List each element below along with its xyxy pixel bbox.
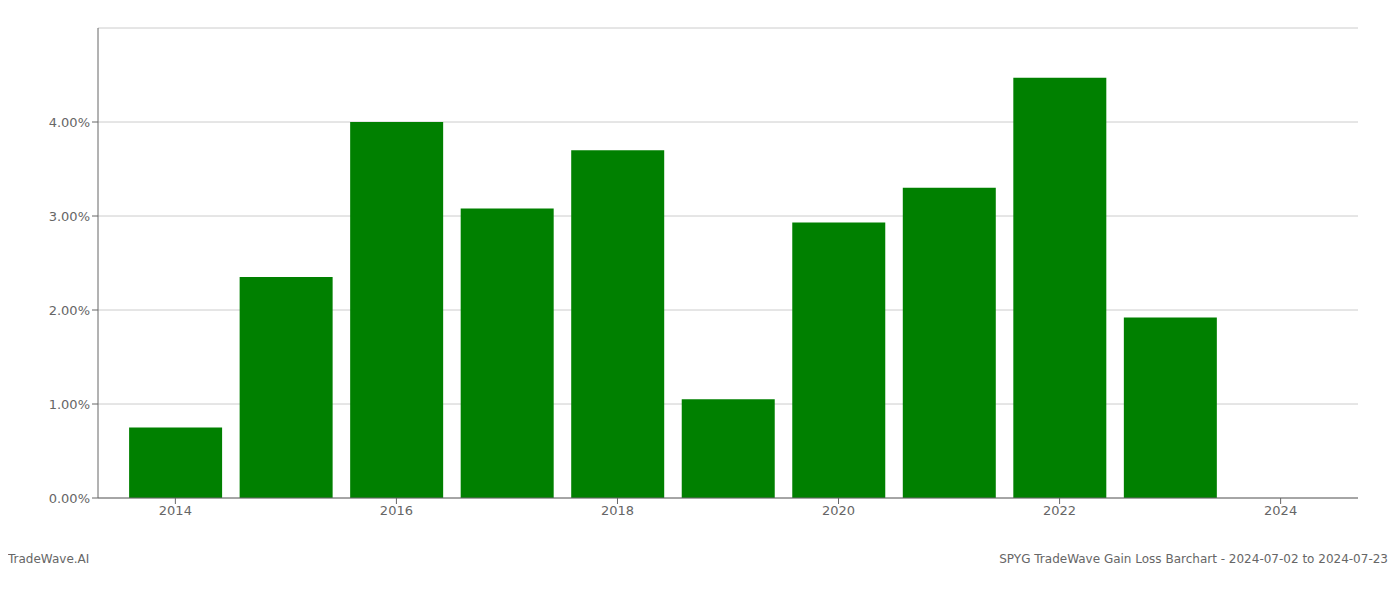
svg-text:0.00%: 0.00%: [49, 491, 90, 506]
svg-text:2018: 2018: [601, 503, 634, 518]
svg-text:1.00%: 1.00%: [49, 397, 90, 412]
svg-text:2016: 2016: [380, 503, 413, 518]
svg-text:2022: 2022: [1043, 503, 1076, 518]
html-text:SPYG TradeWave Gain Loss Barch: SPYG TradeWave Gain Loss Barchart - 2024…: [999, 552, 1388, 566]
svg-text:4.00%: 4.00%: [49, 115, 90, 130]
svg-text:3.00%: 3.00%: [49, 209, 90, 224]
svg-text:2020: 2020: [822, 503, 855, 518]
svg-text:2014: 2014: [159, 503, 192, 518]
svg-text:2024: 2024: [1264, 503, 1297, 518]
html-text:TradeWave.AI: TradeWave.AI: [8, 552, 90, 566]
svg-text:2.00%: 2.00%: [49, 303, 90, 318]
